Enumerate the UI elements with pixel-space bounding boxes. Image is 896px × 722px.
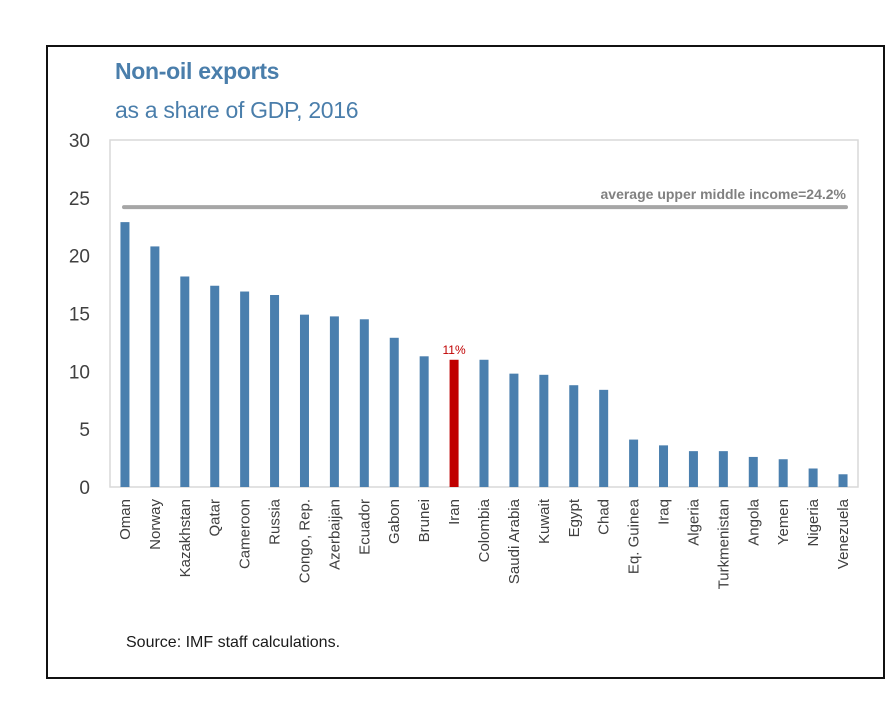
bar-norway [150, 246, 160, 487]
y-tick-label: 10 [69, 362, 90, 383]
x-tick-label: Cameroon [237, 499, 254, 569]
source-note: Source: IMF staff calculations. [126, 634, 341, 651]
chart-subtitle: as a share of GDP, 2016 [115, 97, 359, 123]
bar-angola [748, 456, 758, 487]
bar-eq-guinea [629, 439, 639, 487]
bar-brunei [419, 356, 429, 487]
x-tick-label: Ecuador [356, 499, 373, 555]
x-tick-label: Iran [446, 499, 463, 525]
x-tick-label: Azerbaijan [326, 499, 343, 570]
y-axis: 0 5 10 15 20 25 30 [69, 131, 90, 499]
x-tick-label: Turkmenistan [715, 499, 732, 589]
x-tick-label: Angola [745, 498, 762, 545]
bar-gabon [389, 337, 399, 487]
bar-azerbaijan [329, 316, 339, 487]
bar-qatar [210, 285, 220, 487]
bar-ecuador [359, 319, 369, 487]
bar-saudi-arabia [509, 373, 519, 487]
x-tick-label: Norway [147, 499, 164, 550]
x-tick-label: Nigeria [805, 498, 822, 546]
x-tick-label: Congo, Rep. [296, 499, 313, 583]
y-tick-label: 30 [69, 131, 90, 152]
x-tick-label: Iraq [656, 499, 673, 525]
bar-kazakhstan [180, 276, 190, 487]
y-tick-label: 0 [79, 478, 90, 499]
x-tick-label: Qatar [207, 499, 224, 537]
y-tick-label: 15 [69, 305, 90, 326]
bar-colombia [479, 359, 489, 487]
bar-chad [599, 389, 609, 487]
chart-title: Non-oil exports [115, 58, 280, 84]
data-label-iran: 11% [443, 343, 466, 357]
average-reference-label: average upper middle income=24.2% [601, 186, 847, 202]
x-tick-label: Venezuela [835, 498, 852, 569]
bar-turkmenistan [718, 451, 728, 487]
x-tick-label: Saudi Arabia [506, 498, 523, 584]
x-tick-label: Brunei [416, 499, 433, 542]
bar-russia [270, 294, 280, 487]
x-tick-label: Gabon [386, 499, 403, 544]
y-tick-label: 25 [69, 189, 90, 210]
chart-frame [46, 45, 885, 679]
x-tick-label: Colombia [476, 498, 493, 562]
x-tick-label: Kuwait [536, 498, 553, 544]
bar-algeria [688, 451, 698, 487]
y-tick-label: 20 [69, 247, 90, 268]
x-tick-label: Russia [267, 498, 284, 545]
bar-iran [449, 359, 459, 487]
bar-cameroon [240, 291, 250, 487]
x-tick-label: Oman [117, 499, 134, 540]
x-tick-label: Chad [596, 499, 613, 535]
bar-congo-rep [299, 314, 309, 487]
bar-kuwait [539, 374, 549, 487]
bar-yemen [778, 459, 788, 487]
bars [120, 222, 848, 487]
x-tick-label: Algeria [685, 498, 702, 545]
x-axis: Oman Norway Kazakhstan Qatar Cameroon Russia C… [117, 498, 852, 589]
y-tick-label: 5 [79, 420, 90, 441]
x-tick-label: Kazakhstan [177, 499, 194, 577]
x-tick-label: Eq. Guinea [626, 498, 643, 574]
x-tick-label: Yemen [775, 499, 792, 545]
bar-oman [120, 222, 130, 487]
bar-nigeria [808, 468, 818, 487]
bar-egypt [569, 385, 579, 487]
bar-iraq [659, 445, 669, 487]
x-tick-label: Egypt [566, 498, 583, 537]
bar-venezuela [838, 474, 848, 487]
